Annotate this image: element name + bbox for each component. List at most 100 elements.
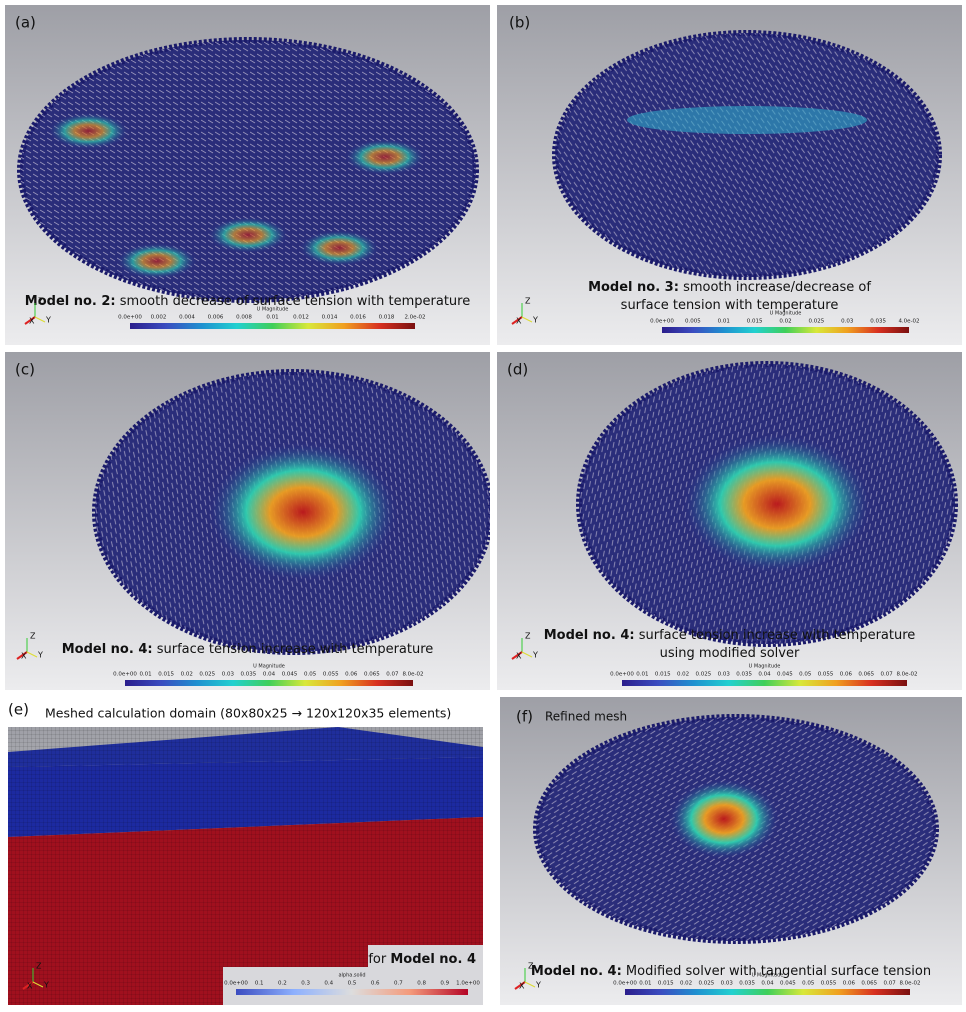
colorbar-tick-label: 0.04: [263, 672, 276, 678]
colorbar-tick-label: 0.01: [636, 672, 648, 678]
colorbar-tick-label: 0.015: [658, 981, 674, 987]
colorbar-tick-label: 0.008: [236, 315, 252, 321]
caption: Model no. 2: smooth decrease of surface …: [25, 294, 470, 309]
caption: surface tension with temperature: [621, 298, 839, 313]
heading: Refined mesh: [545, 710, 627, 724]
colorbar-tick-label: 0.07: [881, 672, 894, 678]
hotspot: [627, 106, 867, 134]
colorbar-tick-label: 0.06: [843, 981, 856, 987]
colorbar: [625, 989, 910, 995]
panel: (c)Model no. 4: surface tension increase…: [5, 352, 490, 690]
hotspot: [669, 779, 779, 859]
colorbar-tick-label: 0.0e+00: [118, 315, 142, 321]
panel-label: (f): [516, 708, 533, 726]
colorbar-tick-label: 0.0e+00: [650, 319, 674, 325]
colorbar-tick-label: 0.0e+00: [613, 981, 637, 987]
colorbar-tick-label: 0.002: [151, 315, 167, 321]
panel-label: (d): [507, 361, 528, 379]
colorbar-tick-label: 0.4: [324, 981, 333, 987]
triad-label: Z: [30, 632, 36, 641]
hotspot: [345, 139, 425, 175]
colorbar-tick-label: 0.035: [739, 981, 755, 987]
colorbar-tick-label: 0.065: [861, 981, 877, 987]
colorbar-tick-label: 0.035: [870, 319, 886, 325]
hotspot: [208, 442, 398, 582]
triad-label: X: [27, 982, 33, 991]
panel-label: (b): [509, 14, 530, 32]
colorbar-tick-label: 0.005: [685, 319, 701, 325]
colorbar-tick-label: 0.03: [721, 981, 734, 987]
panel-svg: (d)Model no. 4: surface tension increase…: [497, 352, 962, 690]
hotspot: [48, 113, 128, 149]
colorbar-tick-label: 0.8: [417, 981, 426, 987]
triad-label: X: [516, 317, 522, 326]
colorbar-tick-label: 0.018: [379, 315, 395, 321]
colorbar-title: U Magnitude: [257, 307, 289, 313]
panel-svg: (a)Model no. 2: smooth decrease of surfa…: [5, 5, 490, 345]
colorbar-tick-label: 0.055: [323, 672, 339, 678]
colorbar-tick-label: 0.03: [222, 672, 235, 678]
colorbar-tick-label: 0.065: [858, 672, 874, 678]
triad-label: Z: [36, 962, 42, 971]
colorbar-tick-label: 0.07: [386, 672, 399, 678]
colorbar-tick-label: 4.0e-02: [898, 319, 919, 325]
triad-label: Z: [38, 297, 44, 306]
colorbar-tick-label: 1.0e+00: [456, 981, 480, 987]
colorbar-tick-label: 0.0e+00: [224, 981, 248, 987]
triad-label: X: [519, 982, 525, 991]
caption-text: using modified solver: [660, 646, 800, 661]
panel-svg: (c)Model no. 4: surface tension increase…: [5, 352, 490, 690]
caption: for Model no. 4: [368, 952, 476, 967]
colorbar-tick-label: 0.065: [364, 672, 380, 678]
colorbar: [662, 327, 909, 333]
colorbar-tick-label: 0.02: [677, 672, 689, 678]
colorbar-tick-label: 0.01: [639, 981, 651, 987]
panel-label: (c): [15, 361, 35, 379]
colorbar-tick-label: 0.025: [809, 319, 825, 325]
colorbar-tick-label: 8.0e-02: [402, 672, 423, 678]
colorbar-tick-label: 0.07: [884, 981, 897, 987]
colorbar: [622, 680, 907, 686]
colorbar-tick-label: 0.045: [777, 672, 793, 678]
panel: (d)Model no. 4: surface tension increase…: [497, 352, 962, 690]
colorbar: [130, 323, 415, 329]
panel: (b)Model no. 3: smooth increase/decrease…: [497, 5, 962, 345]
panel: for Model no. 4alpha.solid0.0e+000.10.20…: [8, 727, 483, 1005]
caption: using modified solver: [660, 646, 800, 661]
colorbar-tick-label: 0.01: [718, 319, 730, 325]
colorbar-tick-label: 0.055: [821, 981, 837, 987]
colorbar-tick-label: 0.025: [199, 672, 215, 678]
colorbar-tick-label: 8.0e-02: [899, 981, 920, 987]
colorbar-tick-label: 0.04: [758, 672, 771, 678]
hotspot: [117, 243, 197, 279]
colorbar-tick-label: 0.0e+00: [113, 672, 137, 678]
colorbar-tick-label: 0.015: [747, 319, 763, 325]
hotspot: [208, 217, 288, 253]
colorbar-tick-label: 0.006: [208, 315, 224, 321]
colorbar-tick-label: 0.04: [761, 981, 774, 987]
colorbar-tick-label: 0.05: [799, 672, 812, 678]
colorbar-tick-label: 0.01: [266, 315, 278, 321]
colorbar-tick-label: 0.1: [255, 981, 264, 987]
colorbar-tick-label: 0.01: [139, 672, 151, 678]
hotspot: [299, 230, 379, 266]
colorbar-tick-label: 0.2: [278, 981, 287, 987]
colorbar-tick-label: 0.6: [371, 981, 380, 987]
colorbar-tick-label: 0.015: [655, 672, 671, 678]
colorbar-title: U Magnitude: [749, 664, 781, 670]
colorbar-tick-label: 0.014: [322, 315, 338, 321]
triad-label: Y: [535, 981, 541, 990]
colorbar-tick-label: 0.05: [304, 672, 317, 678]
colorbar-tick-label: 0.9: [440, 981, 449, 987]
panel-svg: (b)Model no. 3: smooth increase/decrease…: [497, 5, 962, 345]
colorbar-tick-label: 2.0e-02: [404, 315, 425, 321]
caption-text: surface tension with temperature: [621, 298, 839, 313]
caption-bold: Model no. 4:: [531, 964, 622, 979]
colorbar-tick-label: 0.015: [158, 672, 174, 678]
triad-label: Y: [45, 316, 51, 325]
colorbar-tick-label: 0.3: [301, 981, 310, 987]
hotspot: [682, 434, 872, 574]
triad-label: Y: [43, 981, 49, 990]
